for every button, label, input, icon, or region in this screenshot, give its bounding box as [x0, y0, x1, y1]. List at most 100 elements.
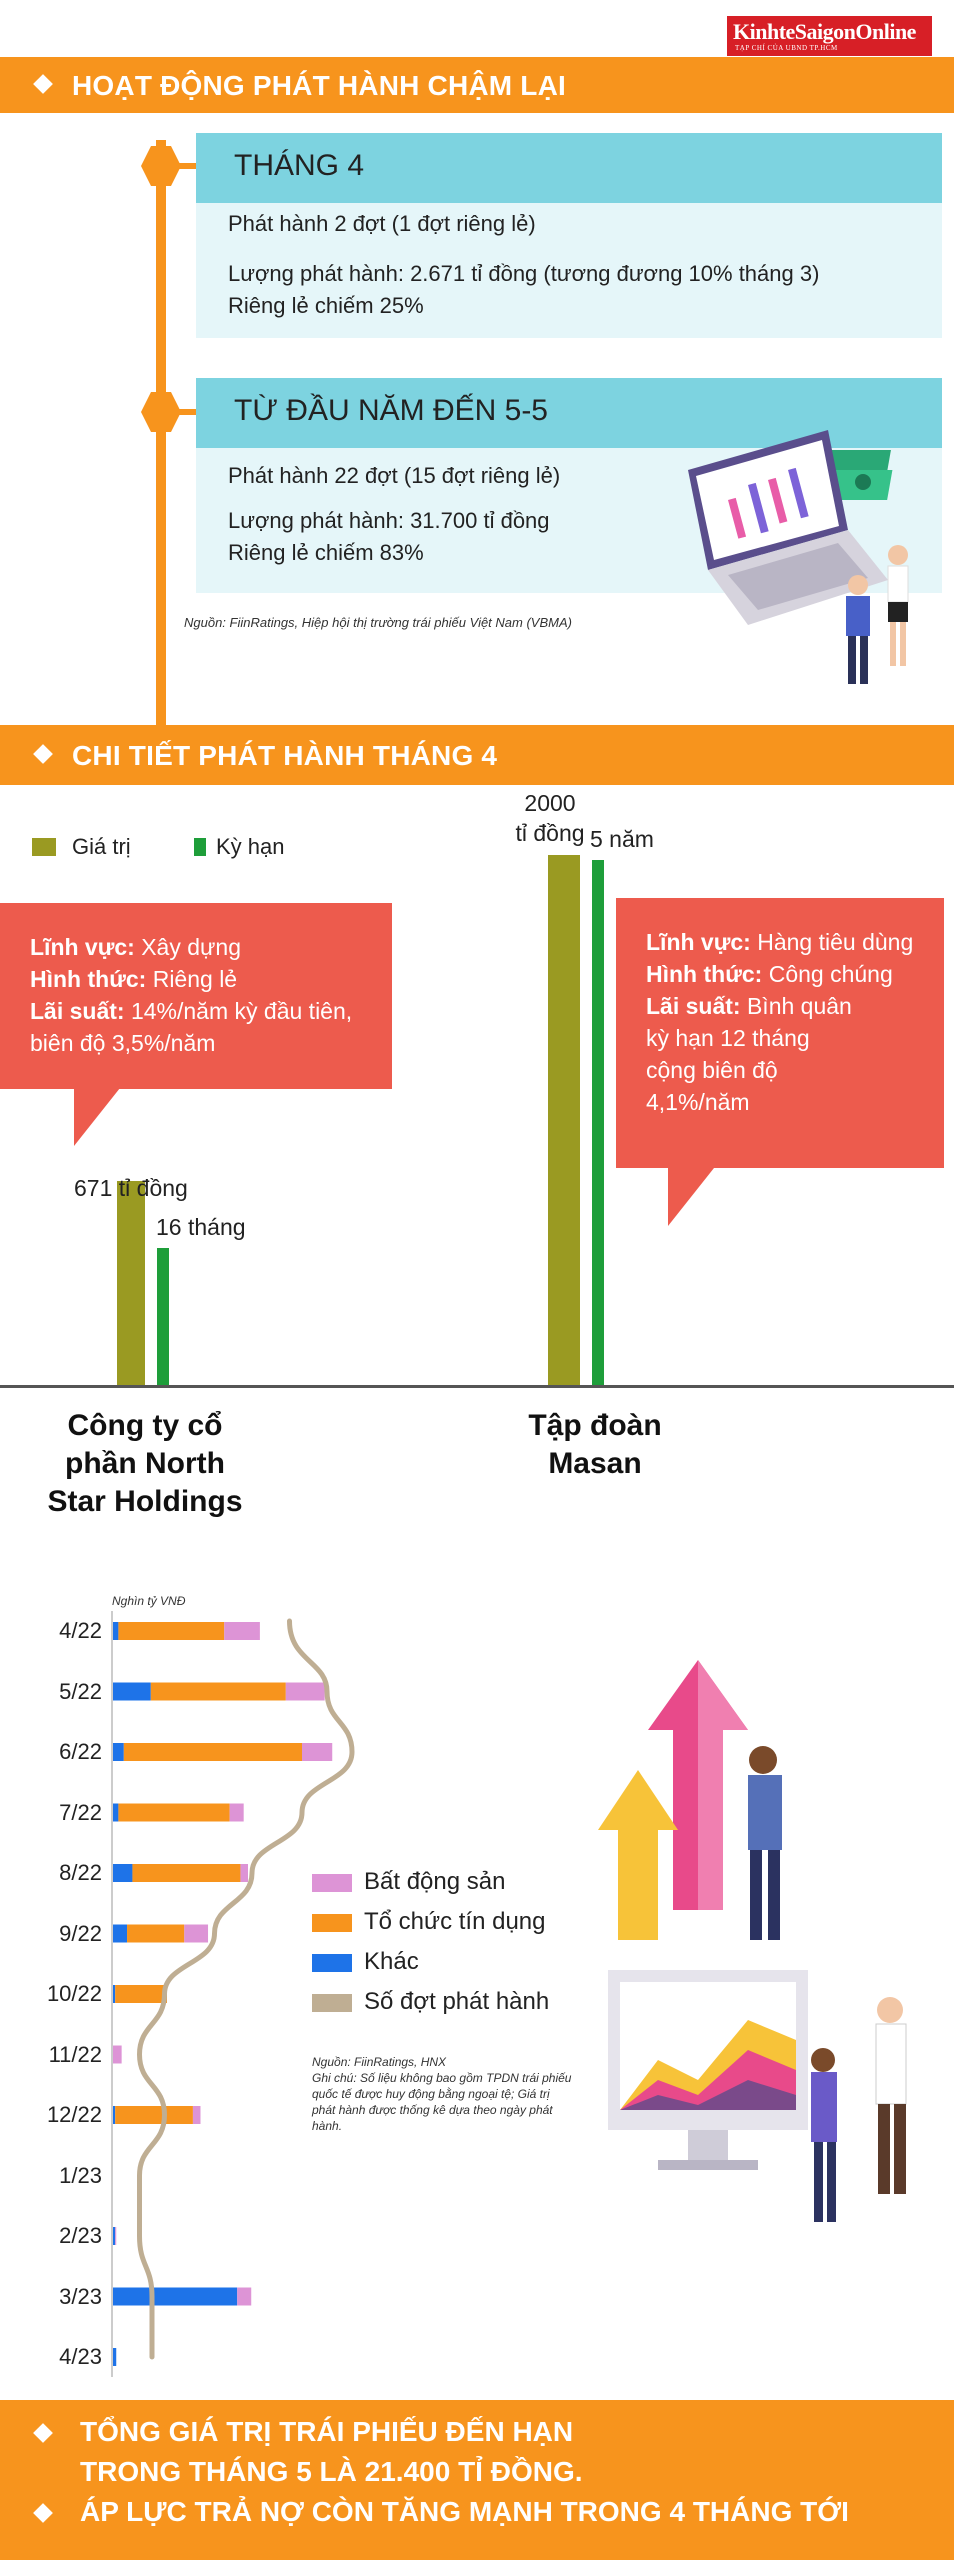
logo[interactable]: KinhteSaigonOnline TẠP CHÍ CỦA UBND TP.H… — [727, 16, 932, 56]
diamond-bullet-icon — [33, 2423, 53, 2443]
monthly-issuance-chart — [111, 1611, 355, 2377]
card-line: Phát hành 22 đợt (15 đợt riêng lẻ) — [228, 463, 561, 488]
bar-segment — [113, 2287, 238, 2306]
callout-pointer — [74, 1088, 120, 1146]
arrow-up-icon — [648, 1660, 748, 1910]
field-value: Xây dựng — [141, 934, 242, 960]
north-star-term-label: 16 tháng — [156, 1214, 246, 1240]
y-tick-label: 4/23 — [59, 2344, 102, 2369]
north-star-value-label: 671 tỉ đồng — [74, 1175, 188, 1201]
masan-value-label: 2000 — [524, 790, 576, 816]
rate-value-cont: kỳ hạn 12 tháng — [646, 1025, 810, 1051]
logo-text: KinhteSaigonOnline — [733, 19, 916, 44]
laptop-people-illustration — [688, 430, 909, 684]
y-tick-label: 7/22 — [59, 1799, 102, 1825]
y-tick-label: 6/22 — [59, 1739, 102, 1764]
diamond-bullet-icon — [33, 2503, 53, 2523]
bar-segment — [115, 2106, 193, 2124]
timeline-line — [156, 140, 166, 730]
y-tick-label: 2/23 — [59, 2223, 102, 2248]
form-value: Công chúng — [768, 961, 893, 987]
callout-pointer — [668, 1168, 714, 1226]
legend-swatch-term — [194, 838, 206, 856]
logo-subtext: TẠP CHÍ CỦA UBND TP.HCM — [735, 44, 838, 52]
bar-segment — [123, 1743, 302, 1761]
footer-banner: TỔNG GIÁ TRỊ TRÁI PHIẾU ĐẾN HẠN TRONG TH… — [0, 2400, 954, 2560]
bar-segment — [237, 2287, 252, 2306]
bar-segment — [113, 1622, 119, 1640]
bar-segment — [113, 2227, 116, 2245]
north-star-company-name: Công ty cổ phần North Star Holdings — [30, 1407, 260, 1521]
legend-swatch-real-estate — [312, 1874, 352, 1892]
legend-label: Tổ chức tín dụng — [364, 1908, 546, 1935]
footer-line: TỔNG GIÁ TRỊ TRÁI PHIẾU ĐẾN HẠN — [80, 2416, 574, 2447]
legend-label: Bất động sản — [364, 1868, 506, 1895]
card-header: THÁNG 4 — [196, 133, 942, 203]
rate-value-cont: cộng biên độ — [646, 1057, 778, 1083]
legend-label: Khác — [364, 1948, 419, 1975]
bar-segment — [113, 1743, 124, 1761]
legend-label: Số đợt phát hành — [364, 1988, 550, 2015]
hexagon-icon — [141, 146, 181, 186]
chart-source-note: Nguồn: FiinRatings, HNX Ghi chú: Số liệu… — [312, 2054, 572, 2134]
y-tick-label: 3/23 — [59, 2283, 102, 2309]
monitor-icon — [608, 1970, 808, 2170]
legend-label-value: Giá trị — [72, 834, 131, 859]
bar-segment — [115, 1985, 167, 2003]
bar-segment — [224, 1622, 260, 1640]
arrow-up-icon — [598, 1770, 678, 1940]
masan-callout: Lĩnh vực: Hàng tiêu dùng Hình thức: Công… — [616, 898, 944, 1168]
y-tick-label: 11/22 — [48, 2041, 102, 2067]
legend-label-term: Kỳ hạn — [216, 834, 285, 859]
y-tick-label: 12/22 — [46, 2102, 102, 2127]
source-note: Nguồn: FiinRatings, Hiệp hội thị trường … — [184, 615, 572, 630]
bar-segment — [184, 1924, 209, 1943]
card-line: Lượng phát hành: 31.700 tỉ đồng — [228, 508, 550, 533]
field-key: Lĩnh vực: — [30, 934, 135, 960]
bar-segment — [192, 2106, 201, 2124]
field-key: Lĩnh vực: — [646, 929, 751, 955]
masan-term-label: 5 năm — [590, 826, 654, 852]
timeline-connector — [178, 409, 200, 415]
card-title: TỪ ĐẦU NĂM ĐẾN 5-5 — [234, 394, 548, 427]
masan-term-bar — [592, 860, 604, 1385]
footer-line: ÁP LỰC TRẢ NỢ CÒN TĂNG MẠNH TRONG 4 THÁN… — [80, 2496, 849, 2527]
bar-segment — [113, 2045, 122, 2064]
note-line: Ghi chú: Số liệu không bao gồm TPDN trái… — [312, 2071, 572, 2133]
person-icon — [846, 575, 870, 684]
masan-value-bar — [548, 855, 580, 1385]
company-name-line: Tập đoàn — [528, 1409, 662, 1442]
bar-segment — [240, 1864, 248, 1882]
section-title: HOẠT ĐỘNG PHÁT HÀNH CHẬM LẠI — [72, 70, 567, 101]
bar-segment — [127, 1924, 185, 1943]
timeline-connector — [178, 163, 200, 169]
bar-segment — [229, 1803, 244, 1822]
y-tick-label: 5/22 — [59, 1678, 102, 1704]
company-name-line: Công ty cổ — [67, 1409, 223, 1442]
bar-segment — [113, 2348, 117, 2366]
rate-key: Lãi suất: — [646, 993, 741, 1019]
section-title: CHI TIẾT PHÁT HÀNH THÁNG 4 — [72, 740, 498, 771]
legend-swatch-credit — [312, 1914, 352, 1932]
y-tick-label: 1/23 — [59, 2162, 102, 2188]
diamond-bullet-icon — [33, 744, 53, 764]
chart-baseline — [0, 1385, 954, 1388]
count-line — [136, 1618, 355, 2360]
bar-segment — [113, 1803, 119, 1822]
north-star-term-bar — [157, 1247, 169, 1385]
card-title: THÁNG 4 — [234, 149, 365, 182]
north-star-value-bar — [117, 1180, 145, 1385]
bar-segment — [113, 1682, 151, 1701]
company-name-line: Star Holdings — [47, 1485, 243, 1518]
bar-segment — [113, 1864, 133, 1882]
form-value: Riêng lẻ — [152, 966, 238, 992]
y-tick-label: 4/22 — [59, 1618, 102, 1643]
bar-segment — [285, 1682, 325, 1701]
rate-value-cont: biên độ 3,5%/năm — [30, 1030, 216, 1056]
field-value: Hàng tiêu dùng — [757, 929, 914, 955]
rate-value: Bình quân — [746, 993, 852, 1019]
bar-segment — [150, 1682, 286, 1701]
y-tick-label: 8/22 — [59, 1860, 102, 1885]
bar-segment — [118, 1803, 230, 1822]
rate-value-cont: 4,1%/năm — [646, 1089, 750, 1115]
